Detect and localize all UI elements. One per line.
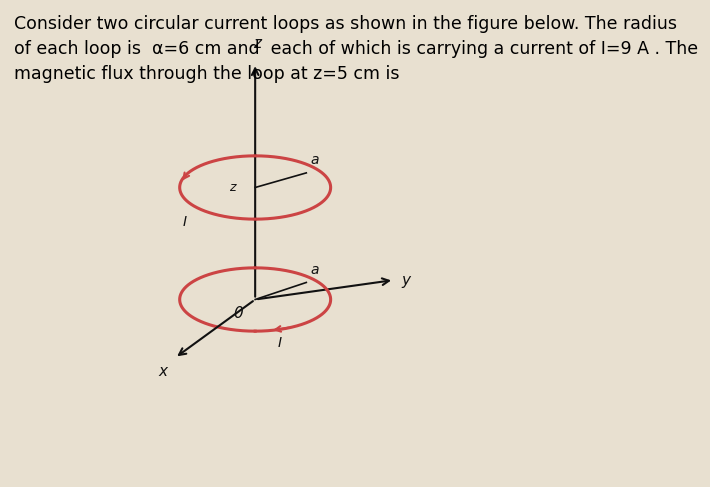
- Text: z: z: [229, 181, 236, 194]
- Text: I: I: [278, 337, 282, 350]
- Text: z: z: [253, 36, 261, 51]
- Text: 0: 0: [234, 306, 243, 321]
- Text: a: a: [310, 262, 319, 277]
- Text: Consider two circular current loops as shown in the figure below. The radius
of : Consider two circular current loops as s…: [14, 15, 699, 83]
- Text: x: x: [158, 364, 168, 379]
- Text: I: I: [182, 215, 187, 228]
- Text: a: a: [310, 152, 319, 167]
- Text: y: y: [401, 273, 410, 288]
